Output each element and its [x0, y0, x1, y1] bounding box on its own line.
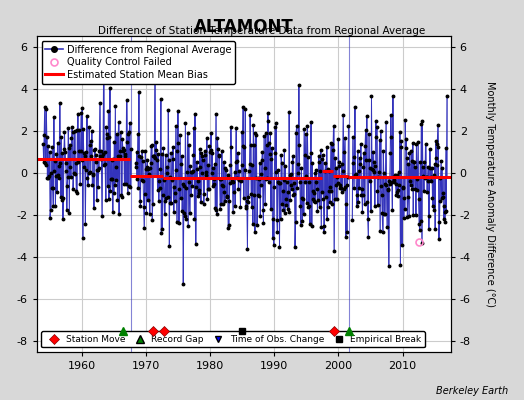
Text: Berkeley Earth: Berkeley Earth	[436, 386, 508, 396]
Legend: Station Move, Record Gap, Time of Obs. Change, Empirical Break: Station Move, Record Gap, Time of Obs. C…	[41, 331, 425, 348]
Title: ALTAMONT: ALTAMONT	[194, 18, 293, 36]
Text: Difference of Station Temperature Data from Regional Average: Difference of Station Temperature Data f…	[99, 26, 425, 36]
Y-axis label: Monthly Temperature Anomaly Difference (°C): Monthly Temperature Anomaly Difference (…	[485, 81, 495, 307]
